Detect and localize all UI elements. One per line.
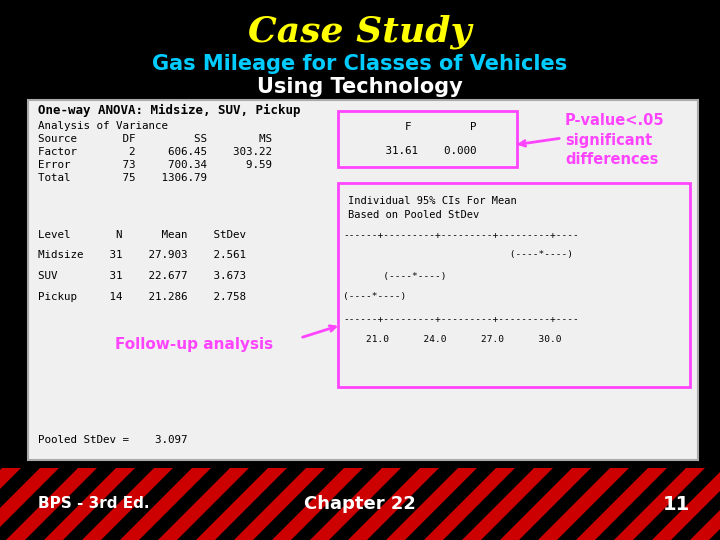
Text: (----*----): (----*----) [343,293,585,301]
Polygon shape [500,468,591,540]
Polygon shape [690,468,720,540]
Text: One-way ANOVA: Midsize, SUV, Pickup: One-way ANOVA: Midsize, SUV, Pickup [38,104,300,117]
Polygon shape [0,468,21,540]
Polygon shape [0,468,59,540]
Text: P-value<.05
significant
differences: P-value<.05 significant differences [565,113,665,167]
Text: Source       DF         SS        MS: Source DF SS MS [38,134,272,144]
Text: ------+---------+---------+---------+----: ------+---------+---------+---------+---… [343,231,579,240]
Text: Pooled StDev =    3.097: Pooled StDev = 3.097 [38,435,187,445]
Text: (----*----): (----*----) [343,272,585,280]
Text: Error        73     700.34      9.59: Error 73 700.34 9.59 [38,160,272,170]
Polygon shape [386,468,477,540]
Polygon shape [424,468,515,540]
Text: Follow-up analysis: Follow-up analysis [115,336,273,352]
Text: 21.0      24.0      27.0      30.0: 21.0 24.0 27.0 30.0 [343,335,562,345]
Bar [0,468,720,540]
Polygon shape [44,468,135,540]
Text: 11: 11 [662,495,690,514]
Text: Total        75    1306.79: Total 75 1306.79 [38,173,207,183]
Polygon shape [576,468,667,540]
Polygon shape [158,468,249,540]
Text: Pickup     14    21.286    2.758: Pickup 14 21.286 2.758 [38,292,246,302]
Polygon shape [196,468,287,540]
Text: BPS - 3rd Ed.: BPS - 3rd Ed. [38,496,150,511]
Text: Using Technology: Using Technology [257,77,463,97]
Text: (----*----): (----*----) [343,251,585,260]
Polygon shape [6,468,97,540]
Text: ------+---------+---------+---------+----: ------+---------+---------+---------+---… [343,315,579,325]
Text: 31.61    0.000: 31.61 0.000 [379,146,476,156]
Polygon shape [310,468,401,540]
Polygon shape [614,468,705,540]
Text: SUV        31    22.677    3.673: SUV 31 22.677 3.673 [38,271,246,281]
Text: Individual 95% CIs For Mean: Individual 95% CIs For Mean [348,196,517,206]
Polygon shape [82,468,173,540]
Text: Based on Pooled StDev: Based on Pooled StDev [348,210,480,220]
FancyBboxPatch shape [28,100,698,460]
FancyBboxPatch shape [338,183,690,387]
Text: Chapter 22: Chapter 22 [304,495,416,513]
Text: Case Study: Case Study [248,15,472,49]
Polygon shape [272,468,363,540]
Text: Gas Mileage for Classes of Vehicles: Gas Mileage for Classes of Vehicles [153,54,567,74]
Polygon shape [348,468,439,540]
Text: Analysis of Variance: Analysis of Variance [38,121,168,131]
Text: Factor        2     606.45    303.22: Factor 2 606.45 303.22 [38,147,272,157]
Polygon shape [234,468,325,540]
Text: Level       N      Mean    StDev: Level N Mean StDev [38,230,246,240]
Polygon shape [538,468,629,540]
FancyBboxPatch shape [338,111,517,167]
Polygon shape [652,468,720,540]
Polygon shape [462,468,553,540]
Text: F         P: F P [379,122,476,132]
Text: Midsize    31    27.903    2.561: Midsize 31 27.903 2.561 [38,250,246,260]
Polygon shape [120,468,211,540]
